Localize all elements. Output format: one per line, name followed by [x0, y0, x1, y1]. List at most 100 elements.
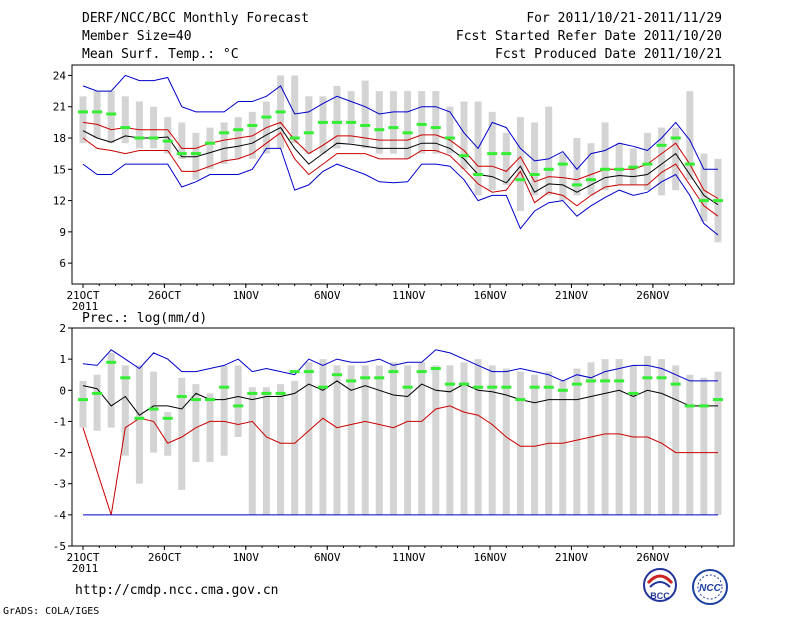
temp-range-bar	[516, 117, 524, 211]
temp-median-mark	[162, 139, 173, 143]
temp-median-mark	[487, 152, 498, 156]
prec-median-mark	[473, 385, 484, 389]
temp-median-mark	[289, 136, 300, 140]
prec-x-tick-label: 26OCT	[148, 551, 181, 564]
temp-range-bar	[502, 132, 510, 185]
temp-median-mark	[106, 112, 117, 116]
prec-range-bar	[389, 362, 397, 515]
temp-median-mark	[120, 126, 131, 130]
prec-range-bar	[686, 374, 694, 515]
prec-median-mark	[614, 379, 625, 383]
prec-range-bar	[672, 365, 680, 515]
prec-y-tick-label: -4	[53, 509, 67, 522]
prec-median-mark	[416, 370, 427, 374]
temp-median-mark	[656, 143, 667, 147]
temp-median-mark	[430, 126, 441, 130]
prec-range-bar	[714, 371, 722, 515]
temp-median-mark	[543, 167, 554, 171]
prec-upper-outer-line	[82, 349, 718, 382]
source-url[interactable]: http://cmdp.ncc.cma.gov.cn	[75, 583, 279, 598]
prec-range-bar	[375, 365, 383, 515]
temp-range-bar	[150, 106, 158, 149]
temp-range-bar	[488, 111, 496, 191]
prec-y-tick-label: -5	[53, 540, 66, 553]
prec-median-mark	[190, 398, 201, 402]
prec-panel-title: Prec.: log(mm/d)	[82, 311, 207, 326]
temp-median-mark	[374, 128, 385, 132]
temp-lower-outer-line	[82, 147, 719, 236]
temp-median-mark	[78, 110, 88, 114]
temp-median-mark	[402, 131, 413, 135]
prec-median-mark	[430, 367, 441, 370]
temp-y-tick-label: 15	[53, 163, 66, 176]
member-size: Member Size=40	[82, 29, 192, 44]
prec-range-bar	[516, 371, 524, 515]
temp-x-tick-label: 21NOV	[555, 289, 588, 302]
prec-range-bar	[643, 356, 651, 515]
prec-range-bar	[404, 365, 412, 515]
prec-range-bar	[277, 384, 285, 515]
prec-range-bar	[333, 365, 341, 515]
prec-panel: -5 -4 -3 -2 -1 0 1 2 21OCT 26OCT 1NOV 6NOV 11NOV 16NO…	[53, 322, 735, 575]
prec-median-mark	[332, 373, 342, 377]
prec-median-mark	[289, 370, 300, 374]
temp-median-mark	[571, 183, 582, 187]
prec-range-bar	[150, 371, 158, 453]
prec-median-mark	[148, 407, 159, 411]
chart-title: DERF/NCC/BCC Monthly Forecast	[82, 11, 309, 26]
prec-median-mark	[317, 385, 328, 389]
temp-median-mark	[713, 199, 723, 203]
temp-y-tick-label: 6	[59, 257, 66, 270]
ncc-logo-text: NCC	[699, 583, 721, 594]
temp-median-mark	[317, 120, 328, 124]
temp-median-mark	[388, 126, 399, 130]
prec-lower-inner-line	[82, 405, 718, 516]
prec-range-bar	[178, 377, 186, 490]
prec-y-tick-label: -2	[53, 447, 66, 460]
temp-x-tick-label: 1NOV	[233, 289, 260, 302]
prec-range-bar	[347, 365, 355, 515]
prec-range-bar	[446, 365, 454, 515]
temp-median-mark	[92, 110, 103, 114]
prec-range-bar	[135, 365, 143, 484]
prec-median-mark	[557, 388, 568, 392]
prec-range-bar	[658, 359, 666, 515]
temp-median-mark	[148, 136, 159, 140]
prec-x-tick-label: 16NOV	[473, 551, 506, 564]
temp-y-tick-label: 12	[53, 195, 66, 208]
temp-range-bar	[333, 85, 341, 149]
prec-range-bar	[262, 387, 270, 515]
temp-range-bar	[220, 122, 228, 165]
prec-range-bar	[488, 365, 496, 515]
prec-median-mark	[247, 391, 258, 395]
temp-median-mark	[684, 162, 695, 166]
temp-range-bar	[178, 122, 186, 159]
temp-upper-inner-line	[82, 121, 719, 199]
temp-range-bar	[446, 106, 454, 154]
prec-median-mark	[162, 416, 173, 420]
prec-y-tick-label: 2	[59, 322, 66, 335]
prec-range-bar	[573, 368, 581, 515]
temp-median-mark	[459, 154, 469, 158]
prec-median-mark	[106, 360, 117, 364]
temp-range-bar	[559, 153, 567, 201]
prec-y-tick-label: -1	[53, 415, 66, 428]
prec-range-bar	[559, 380, 567, 515]
temp-y-tick-label: 24	[53, 69, 67, 82]
prec-ensemble-mean-line	[82, 380, 718, 416]
temp-median-mark	[444, 136, 455, 140]
prec-y-tick-label: -3	[53, 478, 66, 491]
prec-x-tick-label: 1NOV	[233, 551, 260, 564]
prec-range-bar	[418, 362, 426, 515]
prec-range-bar	[107, 352, 115, 428]
temp-x-tick-label: 21OCT	[66, 289, 99, 302]
prec-range-bar	[291, 380, 299, 515]
prec-range-bar	[460, 362, 468, 515]
temp-range-bar	[121, 96, 129, 144]
prec-x-tick-label: 21NOV	[555, 551, 588, 564]
temp-range-bar	[347, 91, 355, 144]
prec-median-mark	[600, 379, 611, 383]
prec-range-bar	[79, 380, 87, 428]
temp-median-mark	[698, 199, 709, 203]
